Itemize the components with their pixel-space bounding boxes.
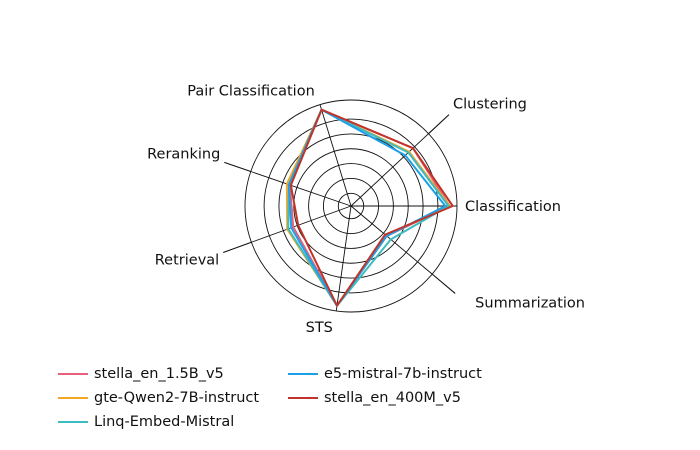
legend-item-e5-mistral-7b-instruct: e5-mistral-7b-instruct [288, 364, 518, 384]
legend-item-linq-embed-mistral: Linq-Embed-Mistral [58, 412, 288, 432]
axis-label-retrieval: Retrieval [155, 253, 219, 269]
legend-item-gte-qwen2-7b-instruct: gte-Qwen2-7B-instruct [58, 388, 288, 408]
axis-label-reranking: Reranking [147, 146, 220, 162]
series-line-e5-mistral-7b-instruct [287, 108, 447, 307]
axis-label-pair-classification: Pair Classification [187, 84, 315, 100]
spoke-reranking [250, 171, 352, 207]
legend-label: stella_en_400M_v5 [324, 390, 461, 406]
series-line-stella-en-400m-v5 [289, 108, 454, 307]
legend-swatch [288, 373, 318, 375]
legend-swatch [58, 397, 88, 399]
label-leader-retrieval [223, 241, 252, 254]
spoke-pair-classification [319, 104, 352, 207]
legend-label: gte-Qwen2-7B-instruct [94, 390, 260, 406]
legend-item-stella-en-400m-v5: stella_en_400M_v5 [288, 388, 518, 408]
radar-series [285, 108, 454, 307]
legend-item-stella-en-1-5b-v5: stella_en_1.5B_v5 [58, 364, 288, 384]
axis-label-classification: Classification [465, 199, 561, 215]
spoke-clustering [350, 133, 429, 207]
label-leader-reranking [224, 161, 251, 173]
legend-swatch [58, 373, 88, 375]
legend-swatch [58, 421, 88, 423]
legend-label: Linq-Embed-Mistral [94, 414, 235, 430]
spoke-sts [335, 205, 352, 312]
series-line-linq-embed-mistral [287, 108, 450, 307]
legend-label: e5-mistral-7b-instruct [324, 366, 482, 382]
series-line-stella-en-1-5b-v5 [288, 108, 451, 307]
axis-label-sts: STS [306, 320, 333, 336]
radar-grid [244, 99, 458, 313]
axis-labels: Classification Clustering Pair Classificat… [147, 84, 585, 336]
axis-label-clustering: Clustering [453, 97, 527, 113]
legend-label: stella_en_1.5B_v5 [94, 366, 224, 382]
legend-swatch [288, 397, 318, 399]
axis-label-summarization: Summarization [475, 295, 585, 311]
label-leader-summarization [431, 273, 456, 294]
legend: stella_en_1.5B_v5 gte-Qwen2-7B-instruct Li… [58, 364, 518, 432]
spoke-retrieval [251, 205, 352, 243]
label-leader-clustering [428, 114, 450, 135]
